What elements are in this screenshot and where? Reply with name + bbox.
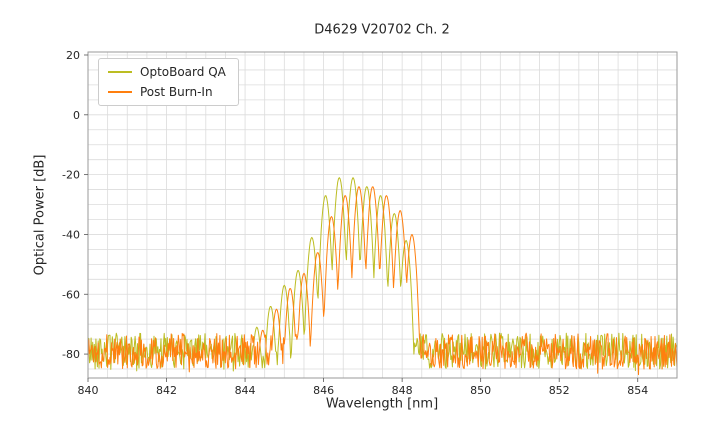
series-line-optoboard-qa — [87, 177, 678, 372]
x-axis-label: Wavelength [nm] — [325, 396, 439, 412]
legend-label: Post Burn-In — [140, 85, 213, 99]
x-tick-label: 852 — [549, 384, 570, 397]
legend: OptoBoard QA Post Burn-In — [98, 58, 239, 106]
plot-frame — [87, 51, 678, 379]
y-tick-label: -60 — [62, 288, 80, 301]
y-tick-label: -80 — [62, 348, 80, 361]
y-tick-label: -20 — [62, 169, 80, 182]
series-line-post-burn-in — [87, 186, 678, 376]
y-tick-label: 20 — [66, 49, 80, 62]
legend-entry-post-burn-in: Post Burn-In — [108, 85, 226, 99]
x-tick-label: 842 — [156, 384, 177, 397]
x-tick-label: 846 — [313, 384, 334, 397]
chart-title: D4629 V20702 Ch. 2 — [314, 22, 450, 38]
y-tick-label: 0 — [73, 109, 80, 122]
y-tick-label: -40 — [62, 228, 80, 241]
legend-line-icon — [108, 91, 132, 93]
x-tick-label: 854 — [627, 384, 648, 397]
legend-label: OptoBoard QA — [140, 65, 226, 79]
x-tick-label: 850 — [470, 384, 491, 397]
legend-line-icon — [108, 71, 132, 73]
legend-entry-optoboard-qa: OptoBoard QA — [108, 65, 226, 79]
x-tick-label: 840 — [78, 384, 99, 397]
x-tick-label: 844 — [235, 384, 256, 397]
x-tick-label: 848 — [392, 384, 413, 397]
